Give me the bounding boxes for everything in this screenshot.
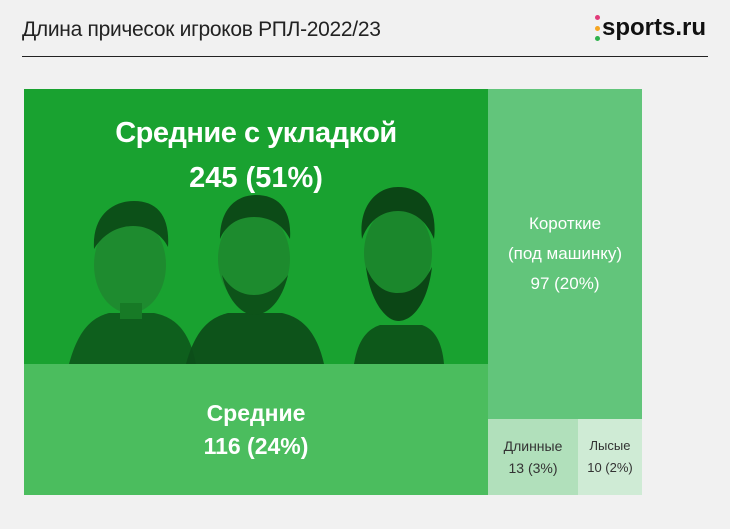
tile-value-medium: 116 (24%) [203, 432, 309, 459]
logo-dot-orange [594, 25, 600, 31]
player-portrait-left [69, 201, 196, 364]
logo-dots-icon [594, 15, 600, 41]
chart-title: Длина причесок игроков РПЛ-2022/23 [22, 18, 381, 41]
logo-text: sports.ru [601, 14, 706, 41]
logo-dot-green [594, 36, 600, 41]
player-portrait-right [354, 187, 444, 364]
treemap-tile-styled-medium: Средние с укладкой 245 (51%) [24, 89, 488, 364]
treemap-tile-short: Короткие (под машинку) 97 (20%) [488, 89, 642, 419]
tile-value-short: 97 (20%) [530, 274, 600, 293]
tile-label-bald: Лысые [589, 438, 631, 453]
tile-value-bald: 10 (2%) [587, 460, 633, 475]
sports-ru-logo[interactable]: sports.ru [594, 14, 706, 42]
treemap-tile-bald: Лысые 10 (2%) [578, 419, 642, 495]
tile-value-long: 13 (3%) [508, 460, 558, 476]
logo-dot-pink [594, 15, 600, 20]
title-rule [22, 56, 708, 57]
player-portrait-center [186, 195, 324, 364]
treemap-tile-long: Длинные 13 (3%) [488, 419, 578, 495]
tile-label-long: Длинные [503, 438, 563, 454]
tile-label-short: Короткие (под машинку) [507, 214, 623, 263]
tile-label-medium: Средние [206, 399, 306, 426]
tile-value-styled-medium: 245 (51%) [189, 162, 323, 194]
treemap-tile-medium: Средние 116 (24%) [24, 364, 488, 495]
tile-label-styled-medium: Средние с укладкой [115, 117, 397, 149]
